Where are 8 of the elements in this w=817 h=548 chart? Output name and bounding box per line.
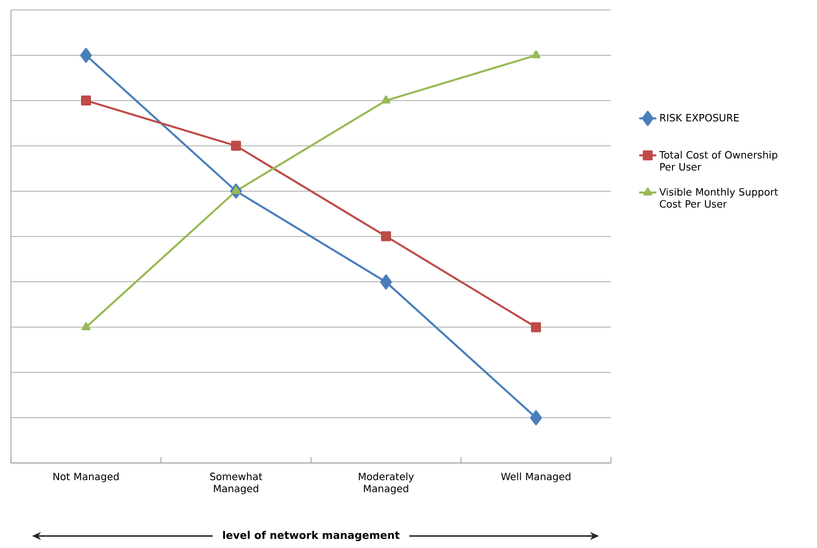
legend-label: Visible Monthly Support Cost Per User bbox=[659, 188, 778, 208]
x-tick-label: Somewhat Managed bbox=[210, 472, 262, 494]
x-axis-title: level of network management bbox=[223, 530, 400, 542]
legend-label: Total Cost of Ownership Per User bbox=[659, 150, 778, 171]
x-tick-label: Well Managed bbox=[501, 472, 570, 482]
x-tick-label: Moderately Managed bbox=[358, 472, 414, 494]
x-tick-label: Not Managed bbox=[54, 472, 119, 482]
legend-label: RISK EXPOSURE bbox=[660, 114, 739, 122]
